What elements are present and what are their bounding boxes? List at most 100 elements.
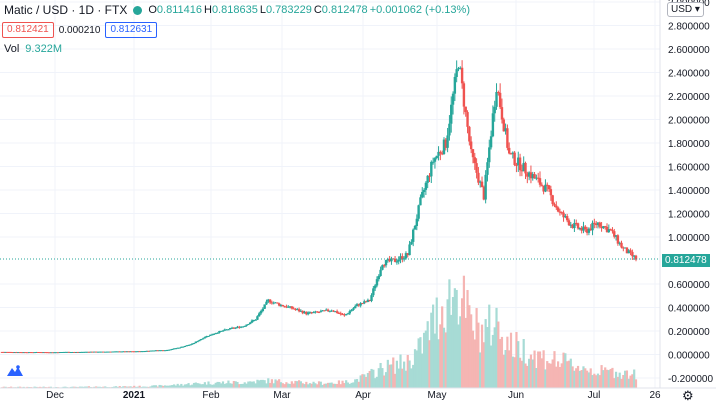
candle-body [354, 306, 357, 309]
candle-body [37, 352, 40, 354]
candle-body [558, 211, 562, 213]
volume-bar [214, 382, 217, 388]
candle-body [417, 205, 420, 219]
candle-body [198, 340, 201, 342]
volume-legend[interactable]: Vol 9.322M [4, 43, 62, 55]
sell-price-button[interactable]: 0.812421 [2, 22, 54, 38]
volume-bar [124, 386, 127, 388]
volume-bar [4, 386, 7, 388]
time-axis[interactable]: Dec 2021 Feb Mar Apr May Jun Jul 26 [0, 387, 716, 401]
candle-body [248, 322, 252, 325]
candle-body [200, 339, 203, 341]
volume-bar [323, 383, 326, 388]
candle-body [247, 324, 250, 326]
currency-selector[interactable]: USD ▾ [667, 2, 704, 17]
candle-body [462, 83, 466, 107]
volume-bar [38, 386, 42, 388]
volume-bar [511, 356, 514, 388]
volume-bar [162, 385, 165, 388]
candle-body [319, 311, 323, 313]
candle-body [151, 350, 154, 352]
volume-bar [544, 369, 547, 388]
volume-bar [419, 337, 422, 388]
volume-bar [122, 386, 125, 388]
candle-body [571, 224, 574, 229]
volume-bar [591, 375, 594, 388]
candle-body [489, 136, 493, 148]
ohlc-close-value: 0.812478 [321, 4, 368, 16]
candle-body [229, 327, 232, 330]
volume-bar [98, 386, 101, 388]
volume-bar [292, 383, 295, 388]
volume-value: 9.322M [25, 43, 62, 55]
volume-bar [167, 385, 170, 388]
volume-bar [243, 382, 246, 388]
candle-body [214, 333, 217, 335]
volume-bar [567, 360, 571, 388]
candle-body [553, 204, 556, 206]
price-tick-label: 2.000000 [668, 116, 710, 127]
volume-bar [528, 358, 531, 388]
volume-bar [84, 386, 87, 388]
tradingview-logo-icon[interactable] [6, 364, 24, 378]
volume-bar [618, 372, 621, 388]
volume-bar [526, 365, 529, 388]
candle-body [131, 351, 134, 353]
volume-bar [203, 382, 206, 388]
volume-bar [314, 383, 317, 388]
candle-body [330, 310, 333, 312]
candle-body [241, 326, 245, 328]
gear-icon[interactable]: ⚙ [682, 388, 694, 403]
volume-bar [240, 383, 243, 388]
candle-body [181, 346, 185, 348]
candle-body [261, 308, 265, 311]
candle-body [498, 92, 502, 108]
candle-body [254, 319, 257, 321]
candle-body [62, 351, 65, 353]
candle-body [100, 351, 103, 353]
volume-bar [538, 351, 542, 388]
volume-bar [475, 308, 478, 388]
buy-price-button[interactable]: 0.812631 [105, 22, 158, 38]
candle-body [410, 241, 413, 245]
volume-bar [345, 380, 348, 388]
volume-bar [252, 381, 255, 388]
candle-body [547, 185, 551, 190]
candle-body [259, 310, 263, 314]
candle-body [335, 311, 339, 313]
candle-body [13, 352, 16, 354]
volume-bar [71, 386, 74, 388]
candle-body [133, 351, 136, 353]
candle-body [55, 352, 58, 354]
candle-body [29, 352, 33, 354]
candle-body [540, 184, 544, 186]
candle-body [451, 93, 455, 105]
volume-bar [464, 317, 467, 388]
volume-bar [571, 366, 574, 388]
volume-bar [515, 331, 518, 388]
volume-bar [383, 375, 386, 388]
volume-bar [607, 370, 610, 388]
volume-bar [198, 383, 201, 388]
volume-bar [346, 382, 350, 388]
candle-body [162, 350, 165, 352]
price-change: +0.001062 (+0.13%) [369, 4, 470, 16]
candle-body [404, 253, 408, 259]
candle-body [93, 351, 96, 353]
candle-body [290, 306, 294, 309]
candle-body [609, 229, 612, 231]
volume-bar [223, 383, 226, 388]
price-axis[interactable]: 3.0000002.8000002.6000002.4000002.200000… [659, 0, 713, 388]
candle-body [96, 351, 100, 353]
candle-body [109, 351, 112, 353]
volume-bar [444, 332, 447, 388]
candle-body [631, 251, 634, 257]
candle-body [565, 216, 569, 221]
volume-bar [316, 384, 319, 388]
candle-body [520, 170, 524, 172]
volume-bar [211, 384, 214, 388]
volume-bar [509, 332, 513, 388]
symbol-title[interactable]: Matic / USD · 1D · FTX [4, 3, 128, 17]
